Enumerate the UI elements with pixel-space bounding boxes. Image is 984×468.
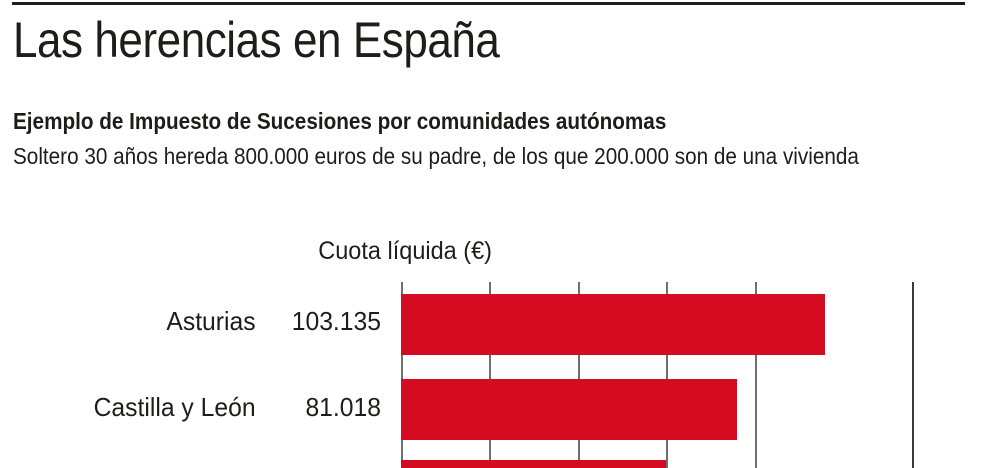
panel-separator-line xyxy=(912,282,914,468)
bar-castilla-y-leon xyxy=(401,379,737,440)
row-value-label: 81.018 xyxy=(305,392,381,422)
row-region-label: Asturias xyxy=(166,306,256,336)
chart-axis-title: Cuota líquida (€) xyxy=(318,237,492,265)
chart-kicker: Ejemplo de Impuesto de Sucesiones por co… xyxy=(13,108,667,134)
table-row: Castilla y León 81.018 xyxy=(38,392,381,422)
plot-area xyxy=(401,282,984,468)
bar-asturias xyxy=(401,294,825,355)
top-rule-divider xyxy=(12,2,965,5)
row-value-label: 103.135 xyxy=(291,306,381,336)
gridline-40000 xyxy=(578,282,580,468)
gridline-0 xyxy=(401,282,403,468)
chart-standfirst: Soltero 30 años hereda 800.000 euros de … xyxy=(13,143,859,169)
row-region-label: Castilla y León xyxy=(93,392,256,422)
gridline-60000 xyxy=(666,282,668,468)
table-row: Asturias 103.135 xyxy=(38,306,381,336)
gridline-80000 xyxy=(755,282,757,468)
page-title: Las herencias en España xyxy=(13,12,500,68)
gridline-20000 xyxy=(489,282,491,468)
bar-third-cropped xyxy=(401,460,666,468)
